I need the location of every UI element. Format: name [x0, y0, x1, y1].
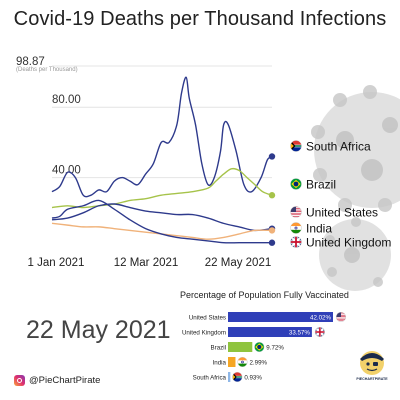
y-tick-label: 80.00 [52, 94, 81, 106]
bar-india [228, 357, 236, 367]
y-max-label: 98.87 [16, 56, 45, 68]
bar-value-brazil: 9.72% [266, 345, 284, 352]
legend-label-south-africa: South Africa [306, 140, 371, 154]
bar-brazil [228, 342, 253, 352]
brand-handle[interactable]: @PieChartPirate [14, 375, 100, 386]
current-date-label: 22 May 2021 [26, 316, 171, 344]
legend-label-brazil: Brazil [306, 178, 336, 192]
bar-value-united-kingdom: 33.57% [289, 330, 310, 337]
legend-label-united-states: United States [306, 206, 378, 220]
bar-flag-brazil-icon [254, 342, 265, 353]
flag-united-kingdom-icon [290, 236, 302, 248]
bar-chart: United States 42.02% United Kingdom 33.57% B… [182, 311, 347, 382]
bar-flag-united-states-icon [336, 311, 347, 323]
series-endpoint-south-africa [268, 153, 276, 160]
bar-flag-united-kingdom-icon [314, 327, 325, 338]
bar-category-india: India [213, 360, 227, 367]
bar-category-south-africa: South Africa [193, 375, 227, 382]
bar-chart-title: Percentage of Population Fully Vaccinate… [180, 290, 349, 300]
x-tick-label: 1 Jan 2021 [28, 257, 85, 269]
series-line-united-kingdom [51, 199, 273, 244]
series-endpoint-brazil [268, 192, 276, 199]
chart-title: Covid-19 Deaths per Thousand Infections [13, 8, 387, 30]
series-line-brazil [51, 167, 273, 209]
pirate-logo-icon [360, 351, 384, 375]
flag-india-icon [290, 222, 302, 234]
series-line-south-africa [51, 76, 273, 198]
flag-brazil-icon [290, 178, 302, 190]
series-endpoint-united-kingdom [268, 239, 276, 246]
bar-flag-india-icon [237, 357, 248, 368]
flag-united-states-icon [290, 206, 302, 218]
line-chart: 40.00 80.00 1 Jan 2021 12 Mar 2021 22 May 20… [28, 65, 391, 269]
instagram-icon [14, 375, 25, 386]
legend-label-india: India [306, 222, 332, 236]
x-tick-label: 22 May 2021 [205, 257, 272, 269]
bar-value-india: 2.99% [249, 360, 267, 367]
bar-category-united-states: United States [189, 315, 226, 322]
bar-value-united-states: 42.02% [310, 315, 331, 322]
series-line-united-states [51, 203, 273, 232]
legend-label-united-kingdom: United Kingdom [306, 236, 391, 250]
y-axis-units: (Deaths per Thousand) [16, 67, 78, 73]
bar-category-brazil: Brazil [211, 345, 226, 352]
bar-flag-south-africa-icon [232, 371, 243, 382]
flag-south-africa-icon [290, 140, 302, 152]
bar-value-south-africa: 0.93% [244, 375, 262, 382]
series-endpoint-india [268, 227, 276, 234]
x-tick-label: 12 Mar 2021 [114, 257, 179, 269]
bar-category-united-kingdom: United Kingdom [182, 330, 226, 337]
pirate-logo-text: PIECHARTPIRATE [356, 377, 388, 381]
brand-handle-text: @PieChartPirate [29, 375, 101, 386]
bar-united-states [228, 312, 333, 322]
y-tick-label: 40.00 [52, 165, 81, 177]
series-line-india [51, 222, 273, 240]
bar-united-kingdom [228, 327, 312, 337]
bar-south-africa [228, 372, 231, 382]
